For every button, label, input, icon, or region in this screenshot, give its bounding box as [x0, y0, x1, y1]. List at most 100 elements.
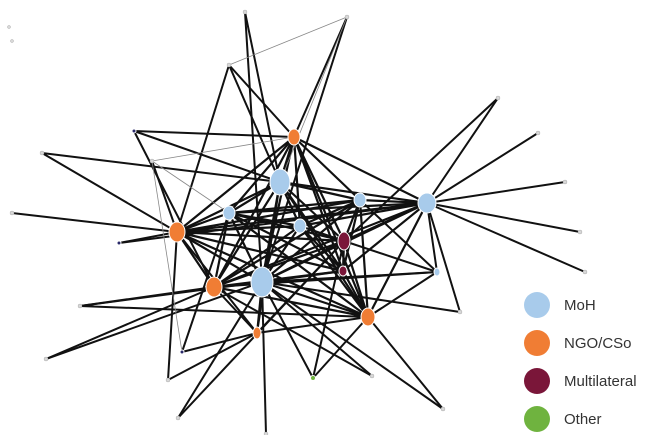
- edge-t18-mohC: [426, 132, 539, 204]
- node-t20: [577, 229, 583, 235]
- legend-label-other: Other: [564, 410, 602, 428]
- edge-mohA-mulB: [278, 180, 345, 273]
- edge-t22-mohB: [261, 281, 461, 313]
- node-mohD: [222, 205, 236, 221]
- node-ngoE: [252, 326, 262, 340]
- node-ngoB: [168, 221, 186, 243]
- edge-oth-ngoD: [312, 316, 369, 379]
- edge-t21-mohC: [426, 202, 586, 273]
- node-t8: [116, 240, 122, 246]
- legend-label-multilateral: Multilateral: [564, 372, 637, 390]
- node-t7: [9, 210, 15, 216]
- node-t2: [344, 14, 350, 20]
- edge-ngoA-ngoD: [292, 135, 370, 319]
- edge-t11-ngoE: [181, 332, 258, 353]
- edge-mohD-ngoC: [212, 211, 231, 289]
- node-t23: [7, 25, 11, 29]
- edge-t1-mohA: [244, 11, 281, 183]
- edge-mohC-ngoD: [366, 201, 429, 319]
- node-mohF: [353, 192, 367, 208]
- edge-ngoB-mulA: [175, 230, 346, 243]
- edge-t9-mohB: [79, 281, 263, 307]
- node-t1: [242, 9, 248, 15]
- node-t4: [131, 128, 137, 134]
- edge-t22-mohC: [426, 202, 461, 313]
- node-mohA: [269, 168, 291, 196]
- node-mohG: [433, 267, 441, 277]
- edge-mohC-ngoC: [212, 201, 429, 289]
- edge-ngoA-ngoC: [212, 135, 296, 289]
- node-mulB: [338, 265, 348, 277]
- node-t19: [562, 179, 568, 185]
- edge-t15-ngoC: [213, 286, 373, 377]
- edge-t3-ngoB: [176, 64, 230, 233]
- edge-t7-ngoB: [11, 212, 178, 233]
- edge-ngoC-mulB: [212, 269, 345, 289]
- faint-edge-t5-t11: [151, 160, 183, 353]
- edge-t6-ngoB: [41, 152, 178, 233]
- edge-t11-mohD: [181, 212, 230, 353]
- node-t22: [457, 309, 463, 315]
- edge-t4-ngoC: [133, 130, 215, 288]
- faint-edge-t5-mohD: [151, 160, 230, 214]
- legend-label-moh: MoH: [564, 296, 596, 314]
- edge-mohC-mulA: [342, 201, 429, 243]
- edge-t2-ngoA: [293, 16, 348, 138]
- edge-t12-ngoB: [167, 231, 178, 381]
- edge-mohD-ngoD: [227, 211, 370, 319]
- edge-t10-ngoC: [45, 286, 215, 360]
- edge-ngoD-mulA: [342, 239, 370, 319]
- edge-t17-mohC: [426, 97, 499, 204]
- node-t14: [263, 431, 269, 435]
- node-t13: [175, 415, 181, 421]
- edge-t3-ngoA: [228, 64, 295, 138]
- edge-mohC-mulB: [341, 201, 429, 273]
- faint-edge-t5-ngoA: [151, 136, 295, 162]
- ngo-color-swatch: [524, 330, 550, 356]
- edge-ngoE-mohA: [256, 181, 281, 334]
- node-mohC: [417, 192, 437, 214]
- edge-mohC-mohF: [358, 198, 429, 205]
- edge-ngoB-ngoD: [175, 230, 370, 319]
- edge-t4-mohA: [133, 130, 281, 183]
- edge-t13-mohB: [177, 281, 263, 419]
- node-ngoA: [287, 128, 301, 146]
- legend-item-other: Other: [524, 400, 649, 435]
- edge-mohF-ngoA: [292, 135, 362, 202]
- node-t24: [10, 39, 14, 43]
- edge-t13-mulA: [177, 240, 345, 419]
- node-t6: [39, 150, 45, 156]
- node-mohB: [250, 266, 274, 298]
- multilateral-color-swatch: [524, 368, 550, 394]
- node-t21: [582, 269, 588, 275]
- node-t3: [226, 62, 232, 68]
- edge-t17-mulA: [343, 97, 499, 242]
- node-mulA: [337, 231, 351, 251]
- node-t11: [179, 349, 185, 355]
- edge-mohG-ngoD: [367, 271, 438, 318]
- other-color-swatch: [524, 406, 550, 432]
- nodes-layer: [7, 9, 588, 435]
- faint-edge-t2-mohA: [279, 16, 348, 183]
- edge-t14-mohB: [261, 281, 267, 435]
- node-t16: [440, 406, 446, 412]
- edge-t12-ngoE: [167, 332, 258, 381]
- node-t15: [369, 373, 375, 379]
- node-t9: [77, 303, 83, 309]
- moh-color-swatch: [524, 292, 550, 318]
- edge-t16-mohB: [261, 281, 444, 410]
- node-t10: [43, 356, 49, 362]
- node-t17: [495, 95, 501, 101]
- edge-t15-mohB: [261, 281, 373, 377]
- edge-t20-mohC: [426, 202, 581, 233]
- edge-t2-mohB: [261, 16, 348, 283]
- edge-mohE-ngoC: [212, 224, 302, 289]
- edge-t9-ngoD: [79, 305, 369, 318]
- legend-item-multilateral: Multilateral: [524, 362, 649, 400]
- edge-t16-ngoD: [367, 316, 444, 410]
- edge-mohG-mohF: [359, 199, 438, 273]
- node-mohE: [293, 218, 307, 234]
- node-t18: [535, 130, 541, 136]
